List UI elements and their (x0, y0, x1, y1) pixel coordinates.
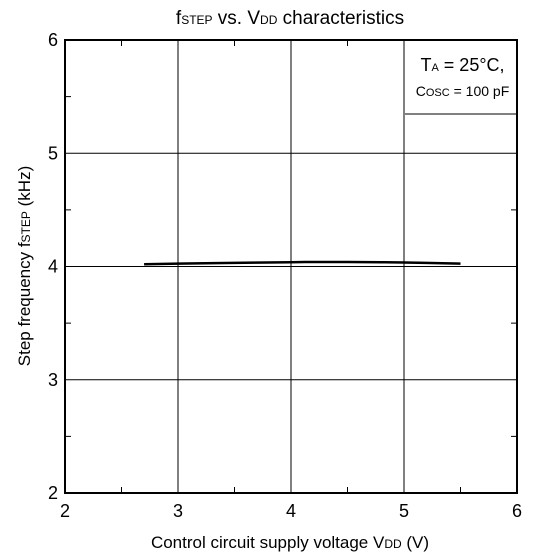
tick-labels: 2 3 4 5 6 2 3 4 5 6 (48, 30, 522, 521)
x-tick-label: 4 (286, 501, 296, 521)
chart-title: fSTEP vs. VDD characteristics (176, 8, 404, 29)
grid-lines (65, 40, 517, 493)
x-tick-label: 6 (512, 501, 522, 521)
x-tick-label: 3 (173, 501, 183, 521)
x-tick-label: 5 (399, 501, 409, 521)
series-line (144, 260, 461, 266)
plot-frame (64, 39, 518, 494)
series-lines (144, 260, 461, 266)
y-tick-label: 6 (48, 30, 58, 50)
y-tick-label: 3 (48, 370, 58, 390)
x-tick-label: 2 (60, 501, 70, 521)
y-axis-label: Step frequency fSTEP (kHz) (15, 166, 34, 366)
annotation-capacitance: COSC = 100 pF (416, 83, 510, 99)
annotation-temperature: TA = 25°C, (420, 55, 504, 75)
x-axis-label: Control circuit supply voltage VDD (V) (151, 533, 429, 552)
y-tick-label: 5 (48, 143, 58, 163)
annotation-box (405, 41, 516, 114)
y-tick-label: 2 (48, 483, 58, 503)
y-tick-label: 4 (48, 257, 58, 277)
